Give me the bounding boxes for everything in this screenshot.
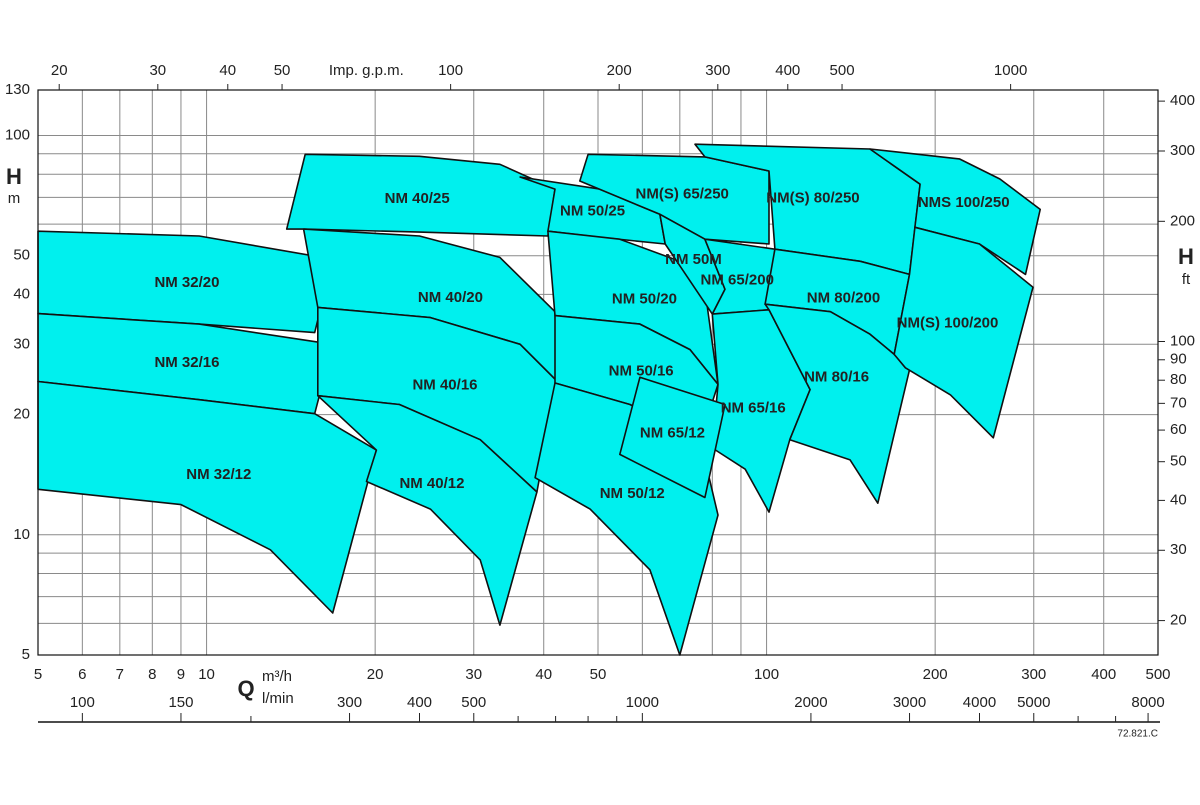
region-label: NM 50/25 <box>560 203 625 220</box>
pump-region <box>37 380 378 614</box>
x-tick-label: 300 <box>1021 666 1046 683</box>
y2-tick-label: 200 <box>1170 212 1195 229</box>
region-label: NM(S) 65/250 <box>636 185 729 202</box>
x-tick-label: 6 <box>78 666 86 683</box>
region-label: NM 65/16 <box>721 399 786 416</box>
x3-tick-label: 200 <box>607 62 632 79</box>
region-label: NM 50/12 <box>600 485 665 502</box>
x-tick-label: 100 <box>754 666 779 683</box>
x-axis-title: Q <box>237 676 254 701</box>
y-tick-label: 130 <box>5 81 30 98</box>
y2-tick-label: 60 <box>1170 421 1187 438</box>
x3-tick-label: 50 <box>274 62 291 79</box>
x-tick-label: 9 <box>177 666 185 683</box>
x-tick-label: 7 <box>116 666 124 683</box>
y-tick-label: 5 <box>22 646 30 663</box>
x-tick-label: 5 <box>34 666 42 683</box>
y-tick-label: 20 <box>13 406 30 423</box>
y-axis-unit: m <box>8 190 21 207</box>
x-tick-label: 10 <box>198 666 215 683</box>
region-label: NM 80/16 <box>804 369 869 386</box>
x-tick-label: 500 <box>1145 666 1170 683</box>
y2-tick-label: 30 <box>1170 541 1187 558</box>
x2-tick-label: 150 <box>168 694 193 711</box>
region-label: NM 50/20 <box>612 290 677 307</box>
y2-axis-title: H <box>1178 244 1194 269</box>
region-label: NM 40/25 <box>385 190 450 207</box>
x3-tick-label: 20 <box>51 62 68 79</box>
figure-code: 72.821.C <box>1117 729 1158 740</box>
x-tick-label: 40 <box>535 666 552 683</box>
pump-region <box>619 376 726 499</box>
x2-tick-label: 500 <box>461 694 486 711</box>
region-label: NM 32/12 <box>186 466 251 483</box>
x-tick-label: 200 <box>923 666 948 683</box>
x-tick-label: 20 <box>367 666 384 683</box>
region-label: NM 32/20 <box>154 274 219 291</box>
x2-tick-label: 1000 <box>626 694 659 711</box>
y-tick-label: 50 <box>13 247 30 264</box>
y-tick-label: 30 <box>13 335 30 352</box>
region-labels: NM 32/20 NM 32/16 NM 32/12 NM 40/25 NM 40/20… <box>154 185 1009 502</box>
y2-tick-label: 400 <box>1170 92 1195 109</box>
x2-tick-label: 400 <box>407 694 432 711</box>
region-label: NM 50/16 <box>609 363 674 380</box>
x3-tick-label: 40 <box>219 62 236 79</box>
y-tick-label: 40 <box>13 285 30 302</box>
y2-tick-label: 90 <box>1170 351 1187 368</box>
y2-tick-label: 20 <box>1170 612 1187 629</box>
region-label: NMS 100/250 <box>918 194 1010 211</box>
pump-region <box>764 303 911 504</box>
y-tick-label: 100 <box>5 126 30 143</box>
x2-tick-label: 300 <box>337 694 362 711</box>
pump-region <box>869 148 1041 276</box>
x2-tick-label: 2000 <box>794 694 827 711</box>
y2-tick-label: 40 <box>1170 491 1187 508</box>
y2-tick-label: 50 <box>1170 453 1187 470</box>
x3-axis-title: Imp. g.p.m. <box>329 62 404 79</box>
y2-tick-label: 80 <box>1170 371 1187 388</box>
x2-tick-label: 4000 <box>963 694 996 711</box>
y2-tick-label: 300 <box>1170 142 1195 159</box>
x3-tick-label: 1000 <box>994 62 1027 79</box>
plot-frame <box>37 89 1159 656</box>
x2-tick-label: 3000 <box>893 694 926 711</box>
x2-tick-label: 5000 <box>1017 694 1050 711</box>
region-label: NM 32/16 <box>154 354 219 371</box>
region-label: NM 40/12 <box>399 475 464 492</box>
x-tick-label: 8 <box>148 666 156 683</box>
region-label: NM 50M <box>665 251 722 268</box>
y-axis-title: H <box>6 164 22 189</box>
x-tick-label: 50 <box>590 666 607 683</box>
region-label: NM 65/200 <box>701 271 774 288</box>
region-label: NM 65/12 <box>640 424 705 441</box>
x2-tick-label: 8000 <box>1131 694 1164 711</box>
region-label: NM(S) 100/200 <box>897 314 999 331</box>
region-label: NM 40/16 <box>412 376 477 393</box>
y2-tick-label: 70 <box>1170 394 1187 411</box>
x3-tick-label: 400 <box>775 62 800 79</box>
pump-region <box>317 394 538 626</box>
region-label: NM 40/20 <box>418 289 483 306</box>
x3-tick-label: 300 <box>705 62 730 79</box>
region-label: NM(S) 80/250 <box>766 190 859 207</box>
y-tick-label: 10 <box>13 526 30 543</box>
region-label: NM 80/200 <box>807 289 880 306</box>
pump-region <box>893 226 1034 439</box>
y2-tick-label: 100 <box>1170 332 1195 349</box>
x3-tick-label: 100 <box>438 62 463 79</box>
x-tick-label: 400 <box>1091 666 1116 683</box>
y2-axis-unit: ft <box>1182 271 1191 288</box>
x3-tick-label: 30 <box>149 62 166 79</box>
x2-axis-unit: l/min <box>262 690 294 707</box>
x2-tick-label: 100 <box>70 694 95 711</box>
regions <box>37 143 1041 656</box>
x-axis-unit: m³/h <box>262 668 292 685</box>
x3-tick-label: 500 <box>830 62 855 79</box>
x-tick-label: 30 <box>465 666 482 683</box>
